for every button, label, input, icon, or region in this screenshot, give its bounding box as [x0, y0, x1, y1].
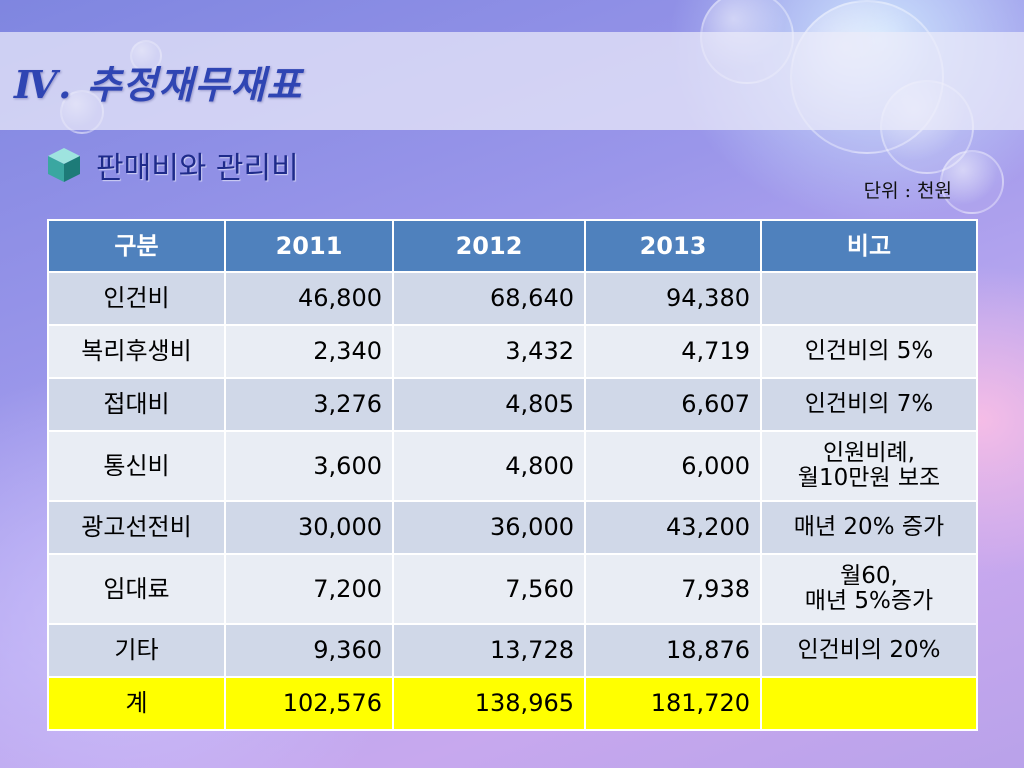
row-value-2012: 3,432	[392, 324, 586, 379]
row-category: 인건비	[47, 271, 226, 326]
row-category: 접대비	[47, 377, 226, 432]
row-note: 인원비례, 월10만원 보조	[760, 430, 978, 502]
row-value-2012: 68,640	[392, 271, 586, 326]
row-value-2013: 181,720	[584, 676, 762, 731]
background-bubble	[940, 150, 1004, 214]
row-value-2011: 3,600	[224, 430, 394, 502]
row-note: 월60, 매년 5%증가	[760, 553, 978, 625]
row-value-2011: 9,360	[224, 623, 394, 678]
table-row: 인건비 46,800 68,640 94,380	[47, 271, 978, 326]
row-value-2012: 36,000	[392, 500, 586, 555]
row-value-2013: 6,000	[584, 430, 762, 502]
row-value-2011: 30,000	[224, 500, 394, 555]
table-row: 복리후생비 2,340 3,432 4,719 인건비의 5%	[47, 324, 978, 379]
header-category: 구분	[47, 219, 226, 273]
row-note: 인건비의 20%	[760, 623, 978, 678]
row-note	[760, 676, 978, 731]
row-category: 통신비	[47, 430, 226, 502]
row-value-2012: 13,728	[392, 623, 586, 678]
row-note: 인건비의 7%	[760, 377, 978, 432]
row-value-2012: 4,800	[392, 430, 586, 502]
note-line: 인건비의 5%	[804, 338, 934, 364]
row-note: 매년 20% 증가	[760, 500, 978, 555]
row-category: 계	[47, 676, 226, 731]
row-note	[760, 271, 978, 326]
row-category: 기타	[47, 623, 226, 678]
header-2011: 2011	[224, 219, 394, 273]
table-total-row: 계 102,576 138,965 181,720	[47, 676, 978, 731]
row-category: 복리후생비	[47, 324, 226, 379]
row-value-2012: 138,965	[392, 676, 586, 731]
note-line: 월10만원 보조	[797, 465, 941, 491]
table-row: 접대비 3,276 4,805 6,607 인건비의 7%	[47, 377, 978, 432]
row-value-2013: 6,607	[584, 377, 762, 432]
row-category: 광고선전비	[47, 500, 226, 555]
row-value-2013: 4,719	[584, 324, 762, 379]
section-heading: 판매비와 관리비	[46, 143, 299, 187]
table-row: 임대료 7,200 7,560 7,938 월60, 매년 5%증가	[47, 553, 978, 625]
note-line: 월60,	[840, 563, 898, 589]
note-line: 인원비례,	[823, 440, 915, 466]
row-value-2012: 4,805	[392, 377, 586, 432]
row-value-2011: 3,276	[224, 377, 394, 432]
cube-icon	[48, 148, 80, 182]
row-value-2012: 7,560	[392, 553, 586, 625]
section-title: 판매비와 관리비	[96, 151, 299, 186]
row-value-2013: 43,200	[584, 500, 762, 555]
note-line: 인건비의 7%	[804, 391, 934, 417]
row-value-2011: 2,340	[224, 324, 394, 379]
unit-label: 단위 : 천원	[863, 180, 952, 202]
header-2012: 2012	[392, 219, 586, 273]
note-line: 매년 20% 증가	[793, 514, 945, 540]
table-row: 광고선전비 30,000 36,000 43,200 매년 20% 증가	[47, 500, 978, 555]
header-2013: 2013	[584, 219, 762, 273]
table-row: 기타 9,360 13,728 18,876 인건비의 20%	[47, 623, 978, 678]
title-band	[0, 32, 1024, 130]
table-row: 통신비 3,600 4,800 6,000 인원비례, 월10만원 보조	[47, 430, 978, 502]
table-header-row: 구분 2011 2012 2013 비고	[47, 219, 978, 273]
note-line: 매년 5%증가	[804, 588, 934, 614]
expense-table: 구분 2011 2012 2013 비고 인건비 46,800 68,640 9…	[47, 219, 978, 731]
row-value-2013: 18,876	[584, 623, 762, 678]
row-value-2011: 102,576	[224, 676, 394, 731]
row-value-2013: 7,938	[584, 553, 762, 625]
row-value-2011: 7,200	[224, 553, 394, 625]
row-note: 인건비의 5%	[760, 324, 978, 379]
slide-title: Ⅳ. 추정재무재표	[14, 62, 303, 107]
header-note: 비고	[760, 219, 978, 273]
row-category: 임대료	[47, 553, 226, 625]
note-line: 인건비의 20%	[797, 637, 941, 663]
row-value-2011: 46,800	[224, 271, 394, 326]
row-value-2013: 94,380	[584, 271, 762, 326]
